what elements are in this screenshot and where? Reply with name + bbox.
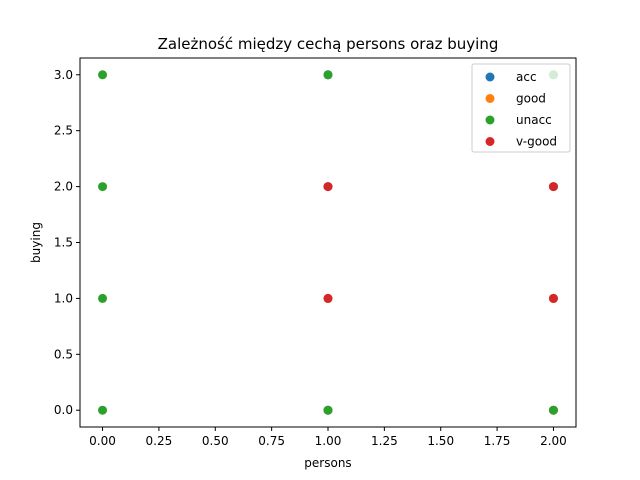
legend-marker-good: [485, 94, 495, 103]
x-tick-label: 1.75: [484, 434, 511, 448]
data-point-unacc-2: [98, 182, 108, 192]
data-point-v-good-0: [323, 293, 333, 303]
legend-marker-acc: [485, 72, 495, 82]
x-tick-label: 1.00: [315, 434, 342, 448]
y-axis: 0.0 0.5 1.0 1.5 2.0 2.5 3.0: [54, 68, 80, 417]
y-tick-label: 3.0: [54, 68, 73, 82]
x-tick-label: 1.50: [427, 434, 454, 448]
y-tick-label: 0.0: [54, 403, 73, 417]
legend-marker-unacc: [485, 115, 495, 125]
legend-label-acc: acc: [516, 70, 537, 84]
data-point-v-good-2: [548, 293, 558, 303]
data-point-unacc-4: [323, 405, 333, 415]
y-tick-label: 2.5: [54, 124, 73, 138]
y-tick-label: 1.0: [54, 291, 73, 305]
legend-label-unacc: unacc: [516, 113, 552, 127]
y-tick-label: 0.5: [54, 347, 73, 361]
legend-label-v-good: v-good: [516, 135, 557, 149]
x-axis: 0.00 0.25 0.50 0.75 1.00 1.25 1.50 1.75 2.00: [89, 427, 567, 448]
x-axis-label: persons: [304, 456, 351, 470]
x-tick-label: 1.25: [371, 434, 398, 448]
y-tick-label: 1.5: [54, 236, 73, 250]
legend: acc good unacc v-good: [471, 63, 571, 153]
data-point-v-good-1: [323, 182, 333, 192]
chart-title: Zależność między cechą persons oraz buyi…: [158, 35, 499, 53]
legend-box: [471, 63, 571, 153]
legend-label-good: good: [516, 92, 546, 106]
x-tick-label: 0.75: [258, 434, 285, 448]
data-point-v-good-3: [548, 182, 558, 192]
x-tick-label: 0.25: [146, 434, 173, 448]
y-axis-label: buying: [29, 222, 43, 263]
data-point-unacc-1: [98, 293, 108, 303]
data-point-unacc-3: [98, 70, 108, 80]
data-point-unacc-6: [548, 405, 558, 415]
data-point-unacc-5: [323, 70, 333, 80]
x-tick-label: 0.00: [89, 434, 116, 448]
legend-marker-v-good: [485, 137, 495, 146]
x-tick-label: 2.00: [540, 434, 567, 448]
data-point-unacc-0: [98, 405, 108, 415]
y-tick-label: 2.0: [54, 180, 73, 194]
x-tick-label: 0.50: [202, 434, 229, 448]
